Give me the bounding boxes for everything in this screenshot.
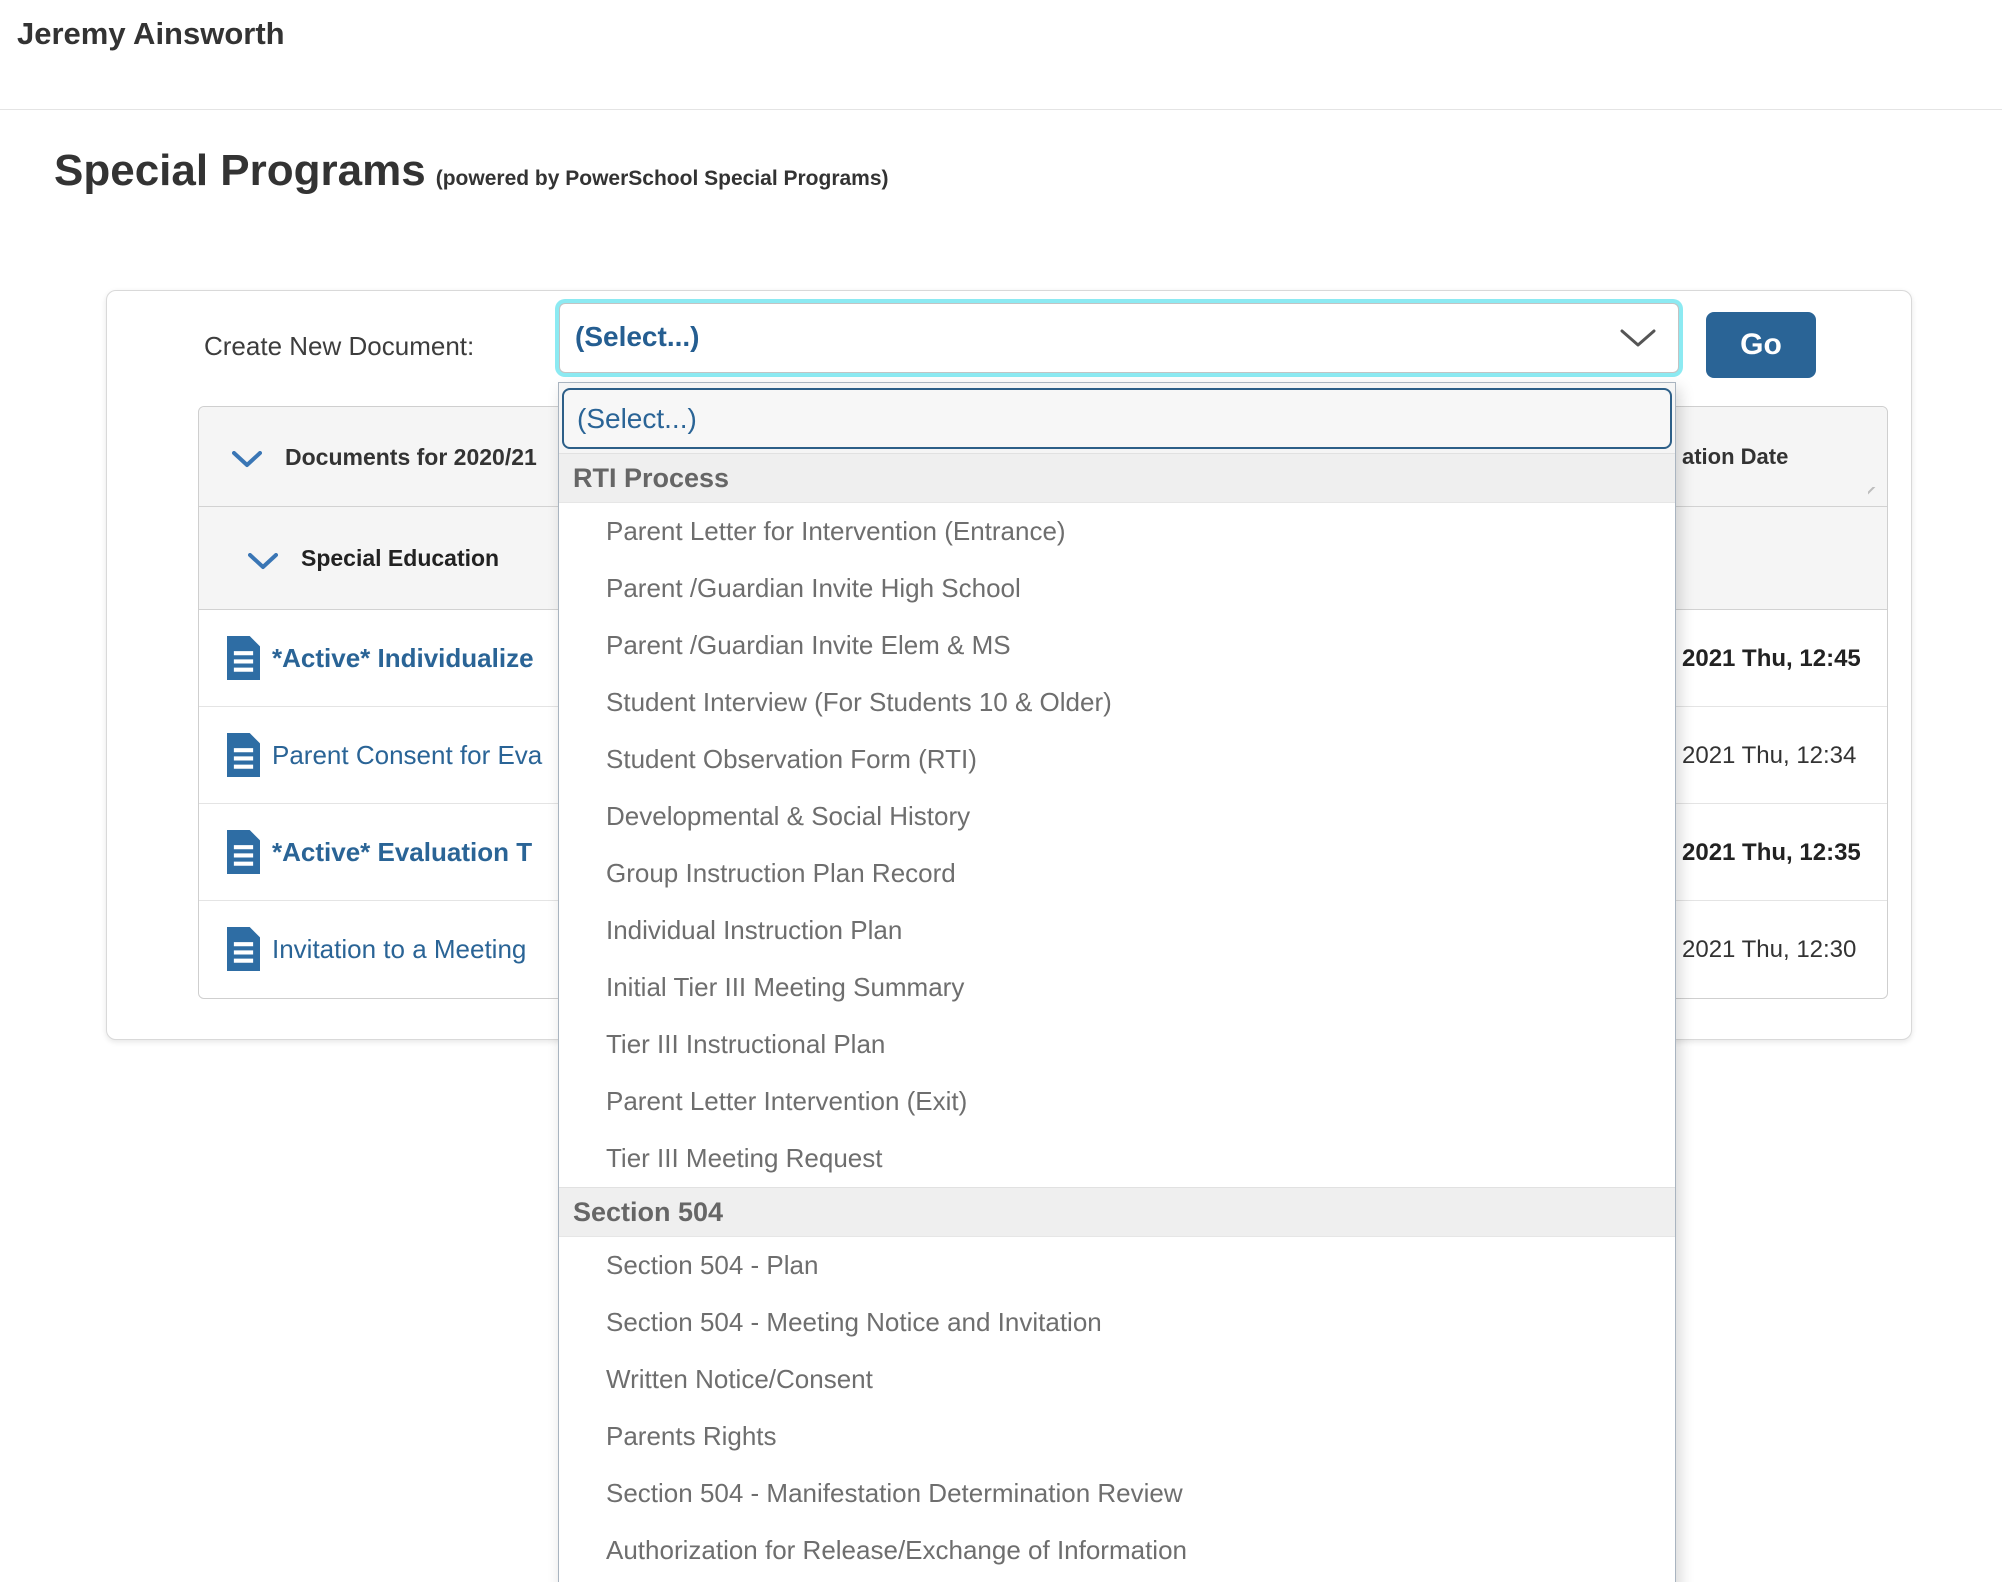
dropdown-options-504: Section 504 - Plan Section 504 - Meeting… <box>559 1237 1675 1579</box>
dropdown-group-rti-process: RTI Process <box>559 453 1675 503</box>
dropdown-option[interactable]: Group Instruction Plan Record <box>559 845 1675 902</box>
go-button[interactable]: Go <box>1706 312 1816 378</box>
document-link[interactable]: Parent Consent for Eva <box>272 740 543 770</box>
chevron-down-icon <box>248 553 278 575</box>
dropdown-option[interactable]: Parent Letter for Intervention (Entrance… <box>559 503 1675 560</box>
document-link[interactable]: Invitation to a Meeting <box>272 934 527 964</box>
dropdown-option[interactable]: Initial Tier III Meeting Summary <box>559 959 1675 1016</box>
year-section-label: Documents for 2020/21 <box>285 444 537 470</box>
dropdown-option[interactable]: Parent /Guardian Invite High School <box>559 560 1675 617</box>
document-icon <box>227 927 260 976</box>
dropdown-option[interactable]: Student Observation Form (RTI) <box>559 731 1675 788</box>
chevron-down-icon <box>1620 329 1656 353</box>
document-link[interactable]: *Active* Evaluation T <box>272 837 533 867</box>
dropdown-option[interactable]: Developmental & Social History <box>559 788 1675 845</box>
document-link[interactable]: *Active* Individualize <box>272 643 534 673</box>
chevron-down-icon <box>232 451 262 473</box>
dropdown-option[interactable]: Authorization for Release/Exchange of In… <box>559 1522 1675 1579</box>
dropdown-selected-wrap: (Select...) <box>559 383 1675 453</box>
document-icon <box>227 830 260 879</box>
create-document-label: Create New Document: <box>204 331 475 361</box>
creation-date: 2021 Thu, 12:34 <box>1682 742 1857 769</box>
dropdown-option[interactable]: Parents Rights <box>559 1408 1675 1465</box>
creation-date: 2021 Thu, 12:35 <box>1682 839 1861 866</box>
dropdown-option[interactable]: Student Interview (For Students 10 & Old… <box>559 674 1675 731</box>
page-heading: Special Programs (powered by PowerSchool … <box>54 146 889 196</box>
dropdown-option[interactable]: Section 504 - Manifestation Determinatio… <box>559 1465 1675 1522</box>
dropdown-option[interactable]: Parent Letter Intervention (Exit) <box>559 1073 1675 1130</box>
dropdown-option[interactable]: Parent /Guardian Invite Elem & MS <box>559 617 1675 674</box>
creation-date: 2021 Thu, 12:30 <box>1682 936 1857 963</box>
dropdown-option[interactable]: Individual Instruction Plan <box>559 902 1675 959</box>
dropdown-group-section-504: Section 504 <box>559 1187 1675 1237</box>
category-section-label: Special Education <box>301 545 500 571</box>
dropdown-option[interactable]: Section 504 - Plan <box>559 1237 1675 1294</box>
student-name: Jeremy Ainsworth <box>17 16 285 51</box>
document-icon <box>227 733 260 782</box>
document-type-select[interactable]: (Select...) <box>559 303 1679 373</box>
document-type-dropdown: (Select...) RTI Process Parent Letter fo… <box>558 382 1676 1582</box>
dropdown-options-rti: Parent Letter for Intervention (Entrance… <box>559 503 1675 1187</box>
dropdown-option-select[interactable]: (Select...) <box>562 388 1672 449</box>
creation-date-header: ation Date <box>1682 444 1789 469</box>
dropdown-option[interactable]: Tier III Instructional Plan <box>559 1016 1675 1073</box>
page-subtitle: (powered by PowerSchool Special Programs… <box>435 167 889 190</box>
page-title: Special Programs <box>54 146 426 195</box>
creation-date: 2021 Thu, 12:45 <box>1682 645 1861 672</box>
column-resize-grip[interactable] <box>1868 487 1884 503</box>
dropdown-option[interactable]: Tier III Meeting Request <box>559 1130 1675 1187</box>
dropdown-option[interactable]: Section 504 - Meeting Notice and Invitat… <box>559 1294 1675 1351</box>
document-icon <box>227 636 260 685</box>
document-type-select-value: (Select...) <box>575 321 700 352</box>
header-divider <box>0 109 2002 110</box>
dropdown-option[interactable]: Written Notice/Consent <box>559 1351 1675 1408</box>
